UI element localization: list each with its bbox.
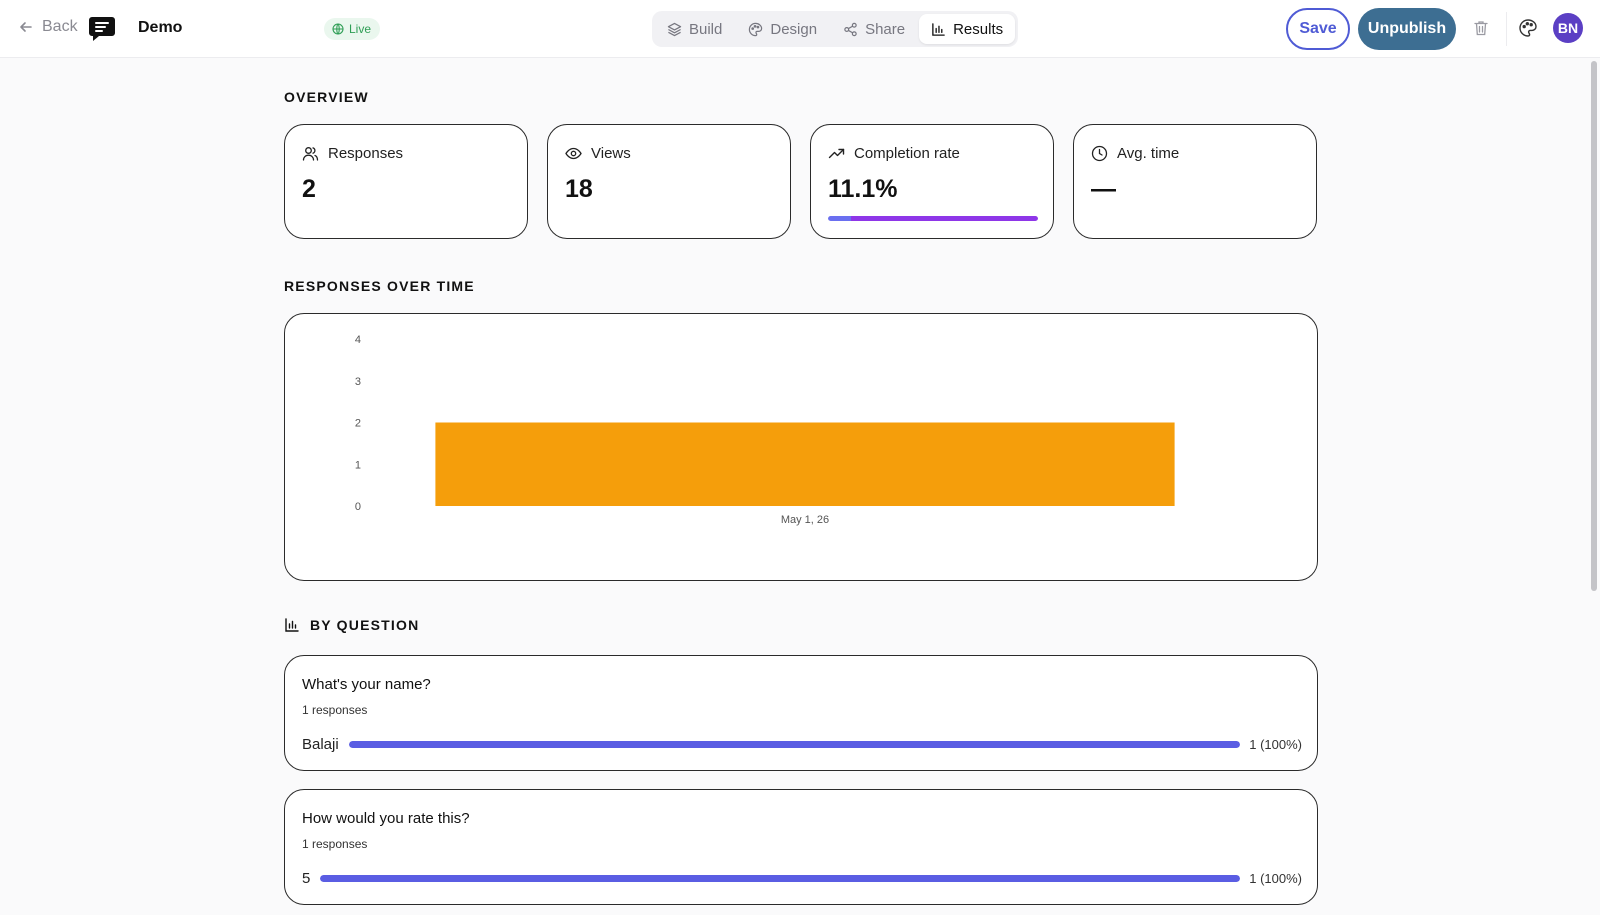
save-button[interactable]: Save: [1286, 8, 1350, 50]
chart-bar[interactable]: [435, 422, 1175, 507]
arrow-left-icon: [20, 22, 32, 32]
tab-results-label: Results: [953, 20, 1004, 38]
answer-count: 1 (100%): [1249, 736, 1302, 752]
stat-value: 18: [565, 175, 593, 203]
answer-bar-fill: [320, 874, 1241, 882]
palette-icon: [749, 22, 763, 36]
stat-card-completion-rate: Completion rate 11.1%: [810, 124, 1054, 239]
chat-logo-icon: [89, 17, 115, 41]
bar-chart-icon: [285, 618, 299, 632]
top-bar: Back Demo Live Build Design Share Result…: [0, 0, 1600, 58]
status-label: Live: [349, 22, 372, 36]
trash-icon[interactable]: [1472, 19, 1490, 37]
responses-chart: 0 1 2 3 4 May 1, 26: [355, 334, 1175, 526]
eye-icon: [565, 147, 582, 160]
y-tick-label: 2: [355, 418, 361, 430]
layers-icon: [667, 22, 682, 36]
question-response-count: 1 responses: [302, 703, 368, 717]
tab-share[interactable]: Share: [831, 14, 917, 44]
answer-count: 1 (100%): [1249, 870, 1302, 886]
status-badge: Live: [324, 18, 381, 40]
back-label: Back: [42, 18, 78, 35]
stat-value: —: [1091, 175, 1116, 203]
tab-design-label: Design: [770, 20, 818, 38]
question-title: How would you rate this?: [302, 810, 470, 827]
stat-value: 2: [302, 175, 316, 203]
answer-label: Balaji: [302, 735, 339, 753]
tab-build[interactable]: Build: [655, 14, 734, 44]
globe-icon: [332, 23, 344, 35]
answer-row: Balaji 1 (100%): [302, 734, 1302, 754]
stat-card-responses: Responses 2: [284, 124, 528, 239]
answer-label: 5: [302, 869, 311, 887]
toolbar-divider: [1506, 12, 1507, 46]
stat-card-views: Views 18: [547, 124, 791, 239]
unpublish-button[interactable]: Unpublish: [1358, 8, 1456, 50]
bar-chart-icon: [932, 22, 945, 36]
form-title: Demo: [138, 19, 183, 36]
y-tick-label: 0: [355, 501, 361, 513]
scrollbar[interactable]: [1588, 58, 1600, 915]
answer-bar: [320, 874, 1241, 882]
answer-row: 5 1 (100%): [302, 868, 1302, 888]
responses-over-time-title: RESPONSES OVER TIME: [284, 278, 475, 294]
by-question-title: BY QUESTION: [310, 617, 420, 633]
stat-card-avg-time: Avg. time —: [1073, 124, 1317, 239]
by-question-header: BY QUESTION: [284, 617, 419, 633]
question-title: What's your name?: [302, 676, 431, 693]
question-card: What's your name? 1 responses Balaji 1 (…: [284, 655, 1318, 771]
trending-up-icon: [828, 148, 845, 159]
avatar[interactable]: BN: [1553, 13, 1583, 43]
completion-progress-bar: [828, 216, 1038, 221]
question-response-count: 1 responses: [302, 837, 368, 851]
back-button[interactable]: Back: [18, 18, 78, 36]
question-card: How would you rate this? 1 responses 5 1…: [284, 789, 1318, 905]
share-icon: [844, 22, 857, 36]
y-tick-label: 3: [355, 376, 361, 388]
users-icon: [302, 147, 319, 161]
tab-build-label: Build: [689, 20, 723, 38]
tab-bar: Build Design Share Results: [652, 11, 1019, 47]
tab-share-label: Share: [865, 20, 906, 38]
overview-title: OVERVIEW: [284, 89, 369, 105]
stat-label: Avg. time: [1117, 145, 1180, 162]
x-tick-label: May 1, 26: [781, 514, 829, 526]
completion-progress-fill: [828, 216, 1038, 221]
scrollbar-thumb[interactable]: [1591, 61, 1597, 591]
stat-value: 11.1%: [828, 175, 898, 203]
answer-bar-fill: [348, 740, 1241, 748]
answer-bar: [348, 740, 1241, 748]
y-tick-label: 1: [355, 459, 361, 471]
stat-label: Responses: [328, 145, 404, 162]
stat-label: Views: [591, 145, 631, 162]
responses-chart-card: 0 1 2 3 4 May 1, 26: [284, 313, 1318, 581]
stat-label: Completion rate: [854, 145, 960, 162]
y-tick-label: 4: [355, 334, 361, 346]
tab-design[interactable]: Design: [736, 14, 829, 44]
tab-results[interactable]: Results: [919, 14, 1016, 44]
clock-icon: [1091, 145, 1108, 162]
theme-palette-icon[interactable]: [1518, 18, 1538, 38]
